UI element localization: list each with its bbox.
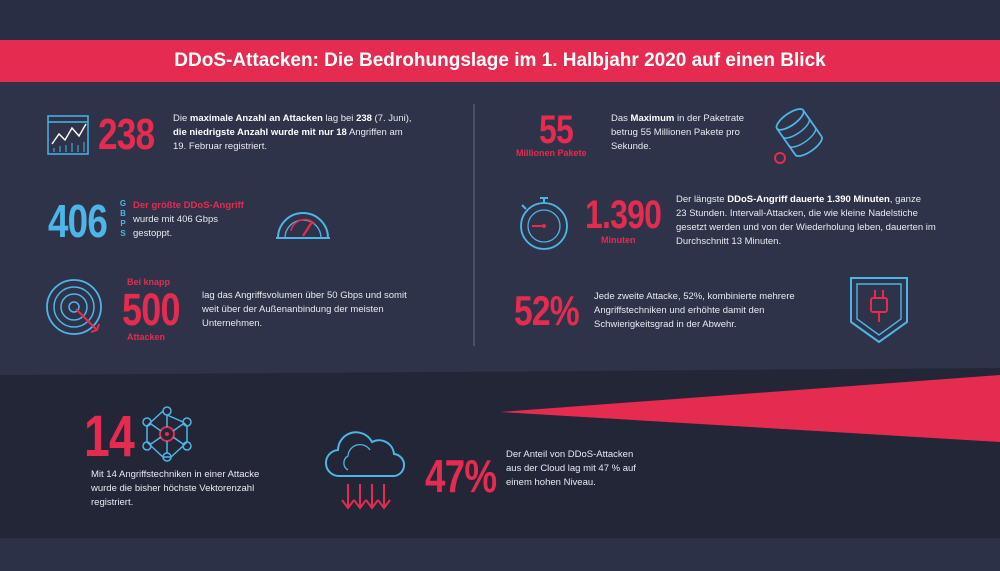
bottom-strip <box>0 538 1000 571</box>
line-chart-icon <box>47 115 89 155</box>
stat-52-text: Jede zweite Attacke, 52%, kombinierte me… <box>594 291 795 330</box>
stat-52-number: 52% <box>514 287 580 334</box>
speedometer-icon <box>276 212 330 239</box>
stat-55-number: 55 <box>539 108 574 152</box>
stat-406-text: Der größte DDoS-Angriff wurde mit 406 Gb… <box>133 200 244 239</box>
stat-500-text: lag das Angriffsvolumen über 50 Gbps und… <box>202 290 407 329</box>
stat-406-number: 406 <box>48 195 108 247</box>
stat-1390-number: 1.390 <box>585 193 662 237</box>
stopwatch-icon <box>520 197 568 250</box>
stat-55-text: Das Maximum in der Paketrate betrug 55 M… <box>611 113 745 152</box>
stat-14-number: 14 <box>84 404 135 469</box>
stat-1390-text: Der längste DDoS-Angriff dauerte 1.390 M… <box>676 194 936 247</box>
stat-238-text: Die maximale Anzahl an Attacken lag bei … <box>173 113 412 152</box>
stat-14-text: Mit 14 Angriffstechniken in einer Attack… <box>91 469 260 508</box>
database-icon <box>774 108 823 164</box>
cloud-download-icon <box>325 431 406 510</box>
stat-47-text: Der Anteil von DDoS-Attacken aus der Clo… <box>506 449 636 488</box>
stat-1390-sub: Minuten <box>601 235 636 245</box>
target-icon <box>46 279 102 335</box>
stat-47-number: 47% <box>425 450 497 502</box>
stat-500-post: Attacken <box>127 332 166 342</box>
page-title: DDoS-Attacken: Die Bedrohungslage im 1. … <box>174 50 826 71</box>
stat-500-pre: Bei knapp <box>127 277 171 287</box>
stat-500-number: 500 <box>122 284 180 335</box>
upper-panel <box>0 82 1000 371</box>
title-bar: DDoS-Attacken: Die Bedrohungslage im 1. … <box>0 40 1000 82</box>
stat-55-sub: Millionen Pakete <box>516 148 587 158</box>
lower-panel-shapes <box>0 352 1000 538</box>
network-icon <box>142 406 192 462</box>
column-divider <box>473 104 475 346</box>
stat-238-number: 238 <box>98 110 155 159</box>
shield-plug-icon <box>850 277 908 344</box>
top-band <box>0 0 1000 40</box>
